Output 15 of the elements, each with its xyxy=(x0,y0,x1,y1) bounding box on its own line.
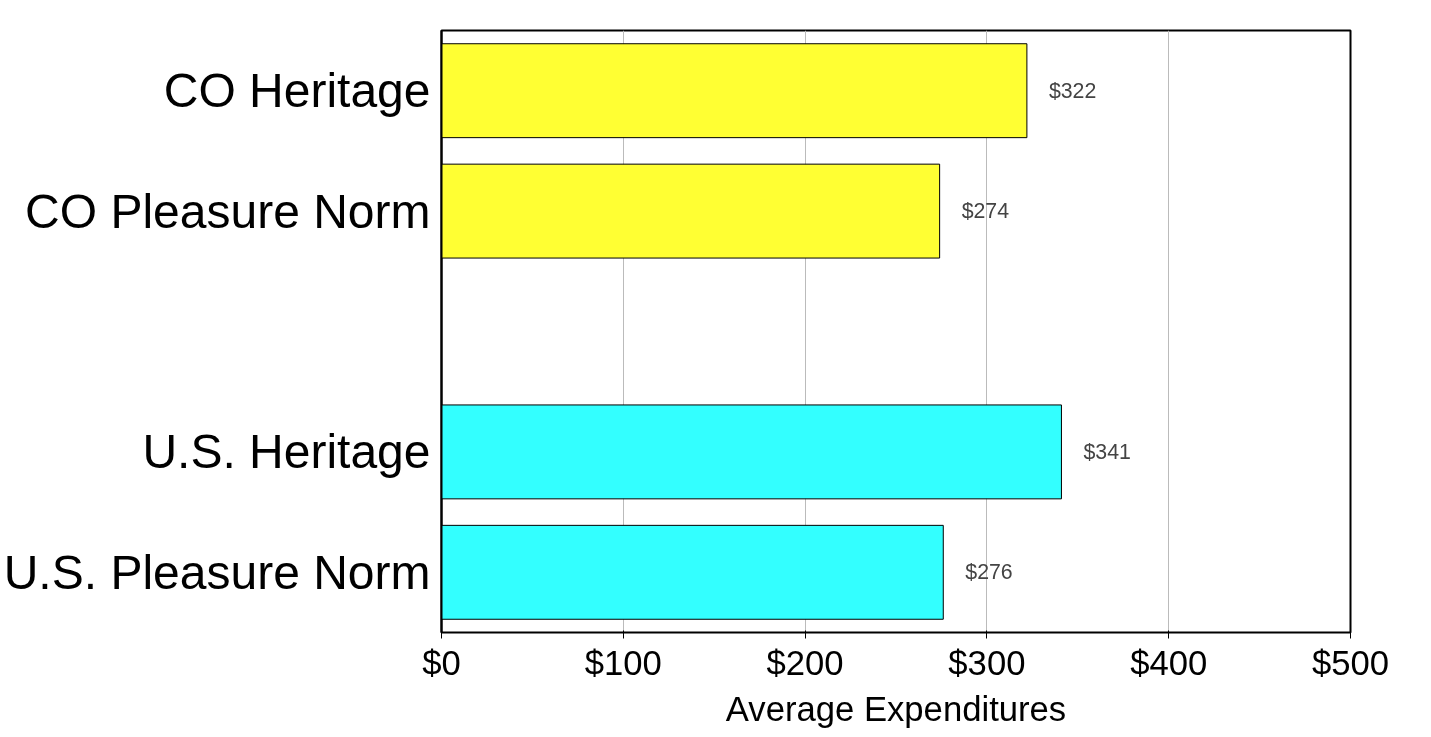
data-label: $341 xyxy=(1083,439,1131,464)
data-label: $274 xyxy=(961,199,1010,224)
x-tick-label: $500 xyxy=(1311,643,1390,682)
y-tick-label: U.S. Heritage xyxy=(142,425,431,479)
x-tick-label: $200 xyxy=(766,643,844,682)
y-tick-label: CO Heritage xyxy=(163,64,431,118)
x-axis-title: Average Expenditures xyxy=(725,689,1067,728)
y-tick-label: CO Pleasure Norm xyxy=(25,184,431,238)
x-tick-label: $300 xyxy=(948,643,1026,682)
data-label: $322 xyxy=(1048,78,1097,103)
x-tick-label: $0 xyxy=(422,643,461,682)
data-label: $276 xyxy=(965,560,1013,585)
x-tick-label: $100 xyxy=(584,643,662,682)
y-tick-label: U.S. Pleasure Norm xyxy=(3,545,431,599)
x-tick-label: $400 xyxy=(1130,643,1208,682)
